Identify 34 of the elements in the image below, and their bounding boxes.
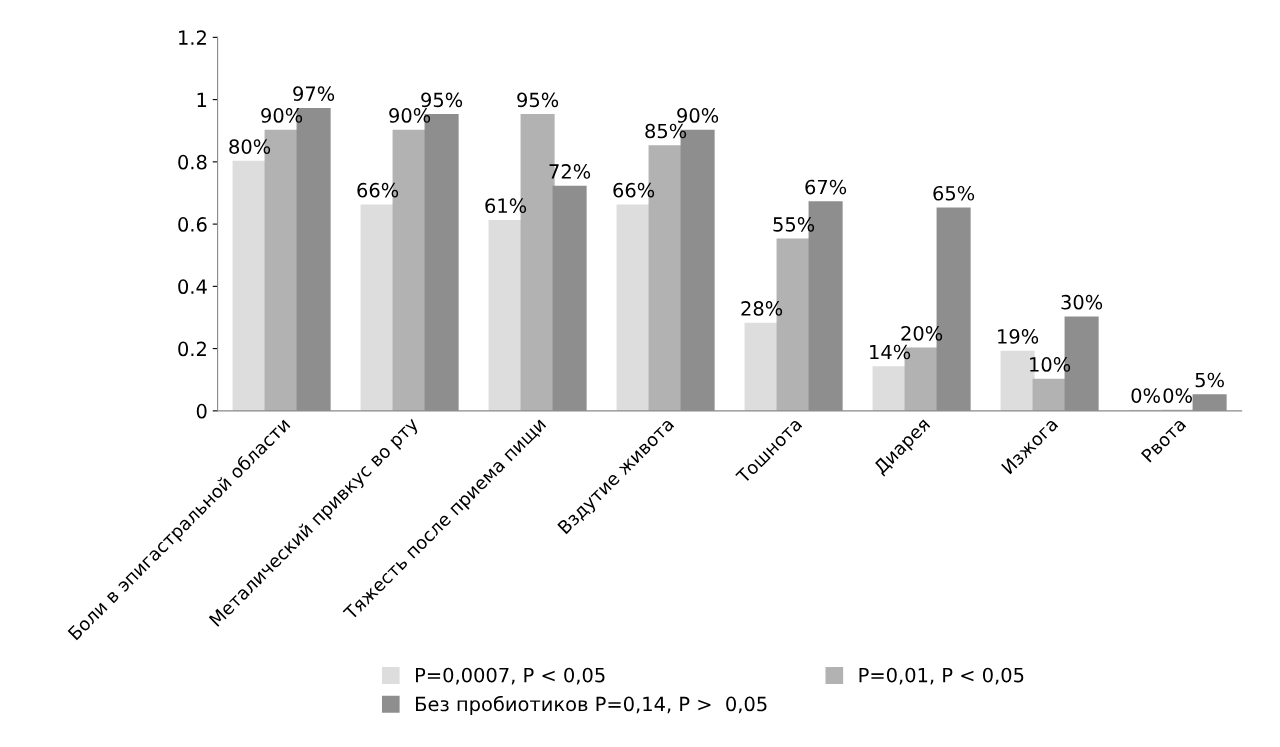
- data-label: 0%: [1163, 388, 1192, 403]
- data-label: 19%: [998, 329, 1039, 344]
- data-label: 14%: [870, 344, 911, 360]
- data-label: 10%: [1030, 357, 1071, 372]
- data-label: 90%: [677, 108, 719, 123]
- data-label: 5%: [1195, 372, 1224, 388]
- data-label: 97%: [293, 86, 335, 101]
- data-label: 30%: [1061, 294, 1103, 310]
- y-tick-label: 0.6: [178, 217, 207, 232]
- data-label: 90%: [261, 108, 303, 123]
- y-tick-label: 1.2: [179, 30, 206, 45]
- y-tick-label: 0.2: [178, 341, 206, 357]
- data-label: 66%: [613, 182, 655, 198]
- y-tick-label: 0: [196, 403, 207, 419]
- data-label: 95%: [517, 92, 559, 108]
- data-label: 67%: [805, 179, 847, 195]
- data-label: 80%: [229, 139, 271, 154]
- data-label: 55%: [773, 217, 815, 232]
- data-label: 0%: [1131, 388, 1160, 403]
- legend-label: Без пробиотиков P=0,14, P > 0,05: [416, 695, 767, 716]
- data-label: 85%: [645, 123, 687, 139]
- legend-label: P=0,0007, P < 0,05: [416, 667, 605, 685]
- y-tick-label: 0.8: [178, 154, 207, 170]
- data-label: 66%: [357, 182, 399, 198]
- data-label: 90%: [389, 108, 431, 123]
- data-label: 65%: [933, 185, 975, 201]
- data-label: 61%: [485, 198, 527, 214]
- data-label: 95%: [421, 92, 463, 108]
- data-label: 20%: [901, 325, 943, 341]
- y-tick-label: 0.4: [178, 279, 207, 295]
- data-label: 28%: [741, 301, 783, 316]
- data-label: 72%: [549, 164, 591, 179]
- y-tick-label: 1: [197, 92, 207, 107]
- legend-label: P=0,01, P < 0,05: [859, 667, 1024, 685]
